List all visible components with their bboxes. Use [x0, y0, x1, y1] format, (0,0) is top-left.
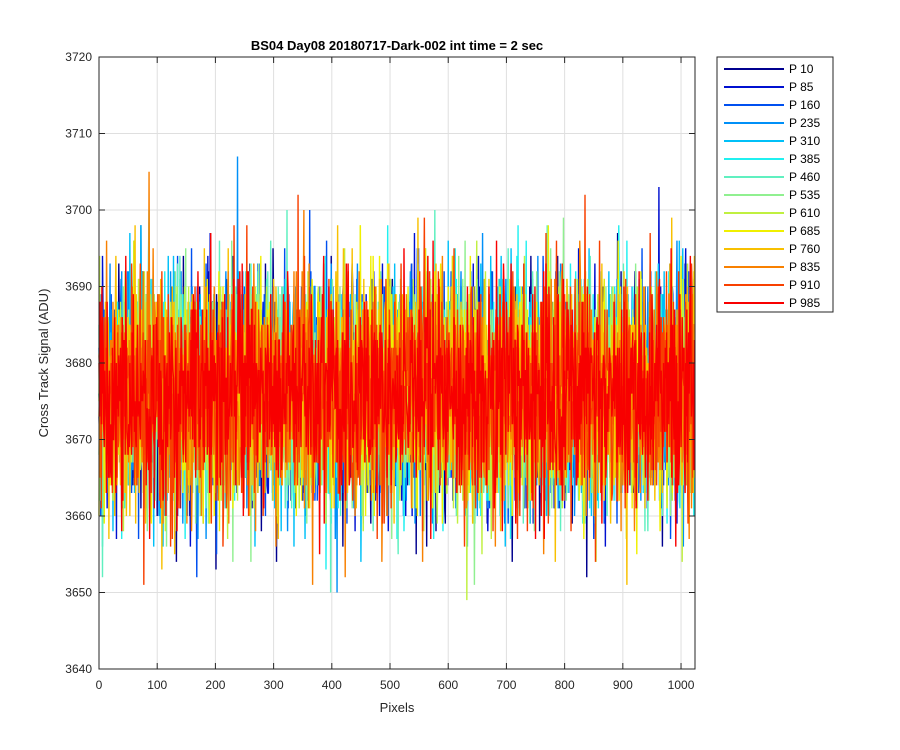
y-tick-label: 3700	[65, 203, 92, 217]
x-axis-label: Pixels	[380, 700, 415, 715]
y-tick-label: 3720	[65, 50, 92, 64]
y-tick-label: 3670	[65, 433, 92, 447]
x-tick-label: 300	[264, 678, 284, 692]
legend-entry: P 535	[789, 188, 820, 202]
x-tick-label: 0	[96, 678, 103, 692]
legend-entry: P 685	[789, 224, 820, 238]
series-group	[98, 156, 696, 601]
x-tick-label: 600	[438, 678, 458, 692]
x-tick-label: 800	[555, 678, 575, 692]
legend-entry: P 385	[789, 152, 820, 166]
legend-entry: P 610	[789, 206, 820, 220]
legend-box	[716, 56, 834, 313]
x-tick-label: 1000	[668, 678, 695, 692]
legend-entry: P 835	[789, 260, 820, 274]
y-tick-label: 3710	[65, 127, 92, 141]
x-tick-label: 100	[147, 678, 167, 692]
x-tick-label: 500	[380, 678, 400, 692]
legend-entry: P 985	[789, 296, 820, 310]
x-tick-label: 200	[205, 678, 225, 692]
y-tick-label: 3690	[65, 280, 92, 294]
x-tick-label: 400	[322, 678, 342, 692]
ticks: 0 100 200 300 400 500 600 700 800 900 1000 3640 3650…	[65, 50, 695, 692]
y-axis-label: Cross Track Signal (ADU)	[36, 289, 51, 438]
y-tick-label: 3680	[65, 356, 92, 370]
y-tick-label: 3660	[65, 509, 92, 523]
legend-entry: P 160	[789, 98, 820, 112]
legend-entry: P 235	[789, 116, 820, 130]
series-line-p985	[98, 232, 696, 555]
legend-entry: P 85	[789, 80, 814, 94]
chart-title: BS04 Day08 20180717-Dark-002 int time = …	[251, 38, 543, 53]
legend-entry: P 10	[789, 62, 814, 76]
x-tick-label: 700	[496, 678, 516, 692]
legend: P 10 P 85 P 160 P 235 P 310 P 385 P 460 P 535 P …	[716, 56, 834, 313]
legend-entry: P 310	[789, 134, 820, 148]
y-tick-label: 3640	[65, 662, 92, 676]
legend-entry: P 760	[789, 242, 820, 256]
x-tick-label: 900	[613, 678, 633, 692]
legend-entry: P 460	[789, 170, 820, 184]
y-tick-label: 3650	[65, 586, 92, 600]
legend-entry: P 910	[789, 278, 820, 292]
